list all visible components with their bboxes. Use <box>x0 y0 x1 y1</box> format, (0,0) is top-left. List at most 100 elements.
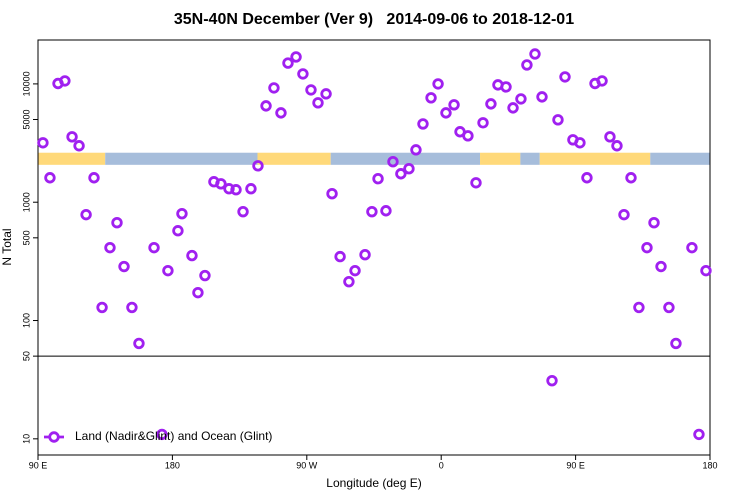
data-point <box>245 183 257 195</box>
y-tick-label: 100 <box>21 313 31 328</box>
surface-segment <box>480 152 521 165</box>
data-point <box>440 107 452 119</box>
y-tick-label: 5000 <box>21 110 31 130</box>
x-tick-label: 180 <box>702 460 717 470</box>
data-point <box>648 217 660 229</box>
data-point <box>326 188 338 200</box>
surface-segment <box>38 152 106 165</box>
data-point <box>574 137 586 149</box>
data-point <box>686 241 698 254</box>
data-point <box>290 51 302 63</box>
data-point <box>282 57 294 69</box>
data-point <box>477 117 489 129</box>
data-point <box>663 301 675 314</box>
x-tick-label: 90 E <box>566 460 585 470</box>
surface-segment <box>520 152 540 165</box>
data-point <box>66 131 78 143</box>
data-point <box>305 84 317 96</box>
data-point <box>148 241 160 254</box>
data-point <box>366 205 378 218</box>
data-point <box>37 137 49 149</box>
surface-segment <box>257 152 331 165</box>
data-point <box>485 98 497 110</box>
data-point <box>425 92 437 104</box>
data-point <box>559 71 571 83</box>
data-point <box>403 162 415 175</box>
y-tick-label: 10 <box>21 434 31 444</box>
data-point <box>611 140 623 152</box>
data-point <box>395 168 407 180</box>
data-point <box>156 428 168 441</box>
data-point <box>641 241 653 254</box>
data-point <box>625 172 637 184</box>
data-point <box>618 208 630 221</box>
y-tick-label: 50 <box>21 351 31 361</box>
data-point <box>162 264 174 277</box>
data-point <box>320 88 332 100</box>
data-point <box>581 172 593 184</box>
data-point <box>387 155 399 168</box>
data-point <box>693 428 705 441</box>
plot-frame <box>37 39 711 456</box>
data-point <box>546 374 558 387</box>
data-point <box>312 97 324 109</box>
data-point <box>359 249 371 261</box>
data-point <box>133 337 145 350</box>
data-point <box>507 102 519 114</box>
data-point <box>462 130 474 142</box>
data-point <box>268 82 280 94</box>
y-tick-label: 1000 <box>21 192 31 212</box>
data-point <box>417 118 429 130</box>
data-point <box>596 75 608 87</box>
data-point <box>536 91 548 103</box>
legend-marker <box>48 431 60 443</box>
x-tick-label: 90 W <box>296 460 318 470</box>
data-point <box>633 301 645 314</box>
data-point <box>80 208 92 221</box>
data-point <box>670 337 682 350</box>
data-point <box>500 81 512 93</box>
data-point <box>230 184 242 196</box>
x-axis-label: Longitude (deg E) <box>326 476 421 490</box>
data-point <box>88 172 100 184</box>
data-point <box>199 269 211 282</box>
data-point <box>252 160 264 172</box>
data-point <box>470 177 482 189</box>
data-point <box>655 260 667 273</box>
surface-segment <box>539 152 651 165</box>
surface-segment <box>105 152 258 165</box>
data-point <box>186 249 198 262</box>
y-tick-label: 10000 <box>21 71 31 96</box>
data-point <box>192 286 204 299</box>
data-point <box>260 100 272 112</box>
data-point <box>73 140 85 152</box>
y-axis-label: N Total <box>0 228 14 265</box>
data-point <box>126 301 138 314</box>
data-point <box>118 260 130 273</box>
data-point <box>172 225 184 237</box>
data-point <box>176 207 188 220</box>
chart-title: 35N-40N December (Ver 9) 2014-09-06 to 2… <box>174 11 574 28</box>
data-point <box>448 99 460 111</box>
data-point <box>529 48 541 60</box>
data-point <box>515 93 527 105</box>
data-point <box>700 264 712 277</box>
data-point <box>111 217 123 229</box>
data-point <box>604 131 616 143</box>
data-point <box>521 59 533 71</box>
data-point <box>432 78 444 90</box>
surface-segment <box>650 152 710 165</box>
data-point <box>410 144 422 156</box>
x-tick-label: 0 <box>439 460 444 470</box>
data-point <box>104 241 116 254</box>
legend-label: Land (Nadir&Glint) and Ocean (Glint) <box>75 429 272 443</box>
data-point <box>223 183 235 195</box>
data-point <box>552 114 564 126</box>
data-point <box>96 301 108 314</box>
data-point <box>343 275 355 288</box>
data-point <box>349 264 361 277</box>
data-point <box>44 172 56 184</box>
data-point <box>380 205 392 217</box>
data-point <box>372 173 384 185</box>
